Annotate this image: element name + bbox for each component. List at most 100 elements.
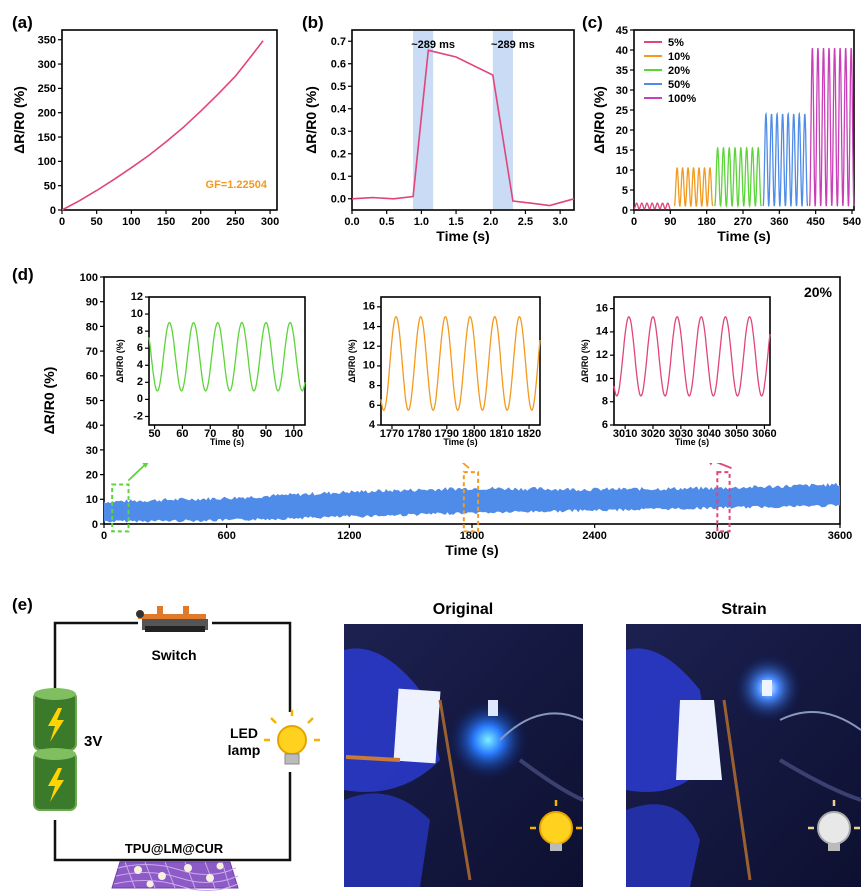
chart-d-xtick-label: 0 (101, 530, 107, 542)
chart-c-xtick-label: 270 (734, 216, 752, 228)
chart-b-xtick-label: 2.5 (518, 216, 533, 228)
chart-d-inset-3-ytick-label: 8 (602, 396, 608, 408)
chart-d-inset-2-xlabel: Time (s) (443, 437, 477, 447)
chart-c-xtick-label: 90 (664, 216, 676, 228)
chart-c-ytick-label: 10 (616, 165, 628, 177)
chart-d-inset-2-ytick-label: 14 (363, 320, 376, 332)
chart-a-xtick-label: 200 (192, 216, 210, 228)
chart-d-inset-3: 3010 3020 3030 3040 3050 3060 6 8 10 12 14 16 Time (… (574, 291, 777, 463)
chart-d-inset-2-xtick-label: 1780 (407, 428, 431, 440)
sensor-mesh-icon (111, 861, 239, 891)
chart-b-xtick-label: 3.0 (552, 216, 567, 228)
chart-d-inset-2-frame (380, 296, 541, 426)
chart-d-inset-1-xtick-label: 80 (232, 428, 244, 440)
chart-c-series-3 (762, 111, 809, 207)
chart-d-ytick-label: 20 (86, 469, 98, 481)
chart-d-inset-background (574, 291, 774, 463)
chart-a-xtick-label: 150 (157, 216, 175, 228)
chart-d-inset-1-xtick-label: 100 (285, 428, 303, 440)
panel-label-a: (a) (12, 13, 33, 32)
chart-c-ytick-label: 0 (622, 205, 628, 217)
chart-a-ytick-label: 100 (38, 156, 56, 168)
chart-b-ytick-label: 0.2 (331, 149, 346, 161)
chart-c-ytick-label: 35 (616, 65, 628, 77)
chart-d-inset-2-ytick-label: 4 (369, 419, 376, 431)
chart-c-legend-label: 20% (668, 65, 690, 77)
chart-d-inset-2-line (380, 315, 541, 411)
chart-b-frame (351, 29, 575, 211)
chart-c: 0 90 180 270 360 450 540 0 5 10 15 20 25 30 35 40 45 Time… (591, 25, 861, 244)
chart-d-ytick-label: 50 (86, 395, 98, 407)
chart-d-selection-box (716, 471, 731, 533)
chart-c-series-4 (808, 47, 855, 207)
chart-a-xtick-label: 250 (226, 216, 244, 228)
chart-d-inset-3-xtick-label: 3020 (641, 428, 665, 440)
chart-d-inset-3-xtick-label: 3030 (669, 428, 693, 440)
chart-a-ytick-label: 150 (38, 132, 56, 144)
led-label-line1: LED (230, 725, 258, 741)
chart-d-inset-2-ytick-label: 12 (363, 340, 375, 352)
chart-b-xtick-label: 1.5 (448, 216, 463, 228)
chart-c-ytick-label: 45 (616, 25, 628, 37)
chart-a-gf-annotation: GF=1.22504 (206, 179, 268, 191)
chart-b-ylabel: ΔR/R0 (%) (303, 86, 319, 154)
chart-d: 0 600 1200 1800 2400 3000 36000102030405060708… (41, 272, 852, 558)
chart-b-ytick-label: 0.3 (331, 126, 346, 138)
chart-d-xtick-label: 600 (217, 530, 235, 542)
battery-label: 3V (84, 733, 102, 750)
chart-a-ylabel: ΔR/R0 (%) (11, 86, 27, 154)
chart-d-inset-3-ytick-label: 12 (596, 349, 608, 361)
strain-photo (626, 624, 862, 887)
chart-c-xtick-label: 360 (770, 216, 788, 228)
chart-d-ytick-label: 100 (80, 272, 98, 284)
chart-d-inset-1-ytick-label: 8 (137, 325, 143, 337)
chart-a-xtick-label: 0 (59, 216, 65, 228)
chart-d-inset-1-ytick-label: -2 (133, 410, 143, 422)
chart-d-inset-2-ytick-label: 8 (369, 379, 375, 391)
chart-d-inset-background (341, 291, 544, 463)
chart-b: 0.0 0.5 1.0 1.5 2.0 2.5 3.0 0.0 0.1 0.2 0.3 0.4 0.5 0… (303, 29, 575, 244)
chart-d-ytick-label: 70 (86, 346, 98, 358)
chart-d-inset-2-xtick-label: 1790 (435, 428, 459, 440)
panel-label-c: (c) (582, 13, 603, 32)
sensor-label: TPU@LM@CUR (125, 841, 224, 856)
chart-d-xtick-label: 2400 (582, 530, 606, 542)
chart-d-ytick-label: 80 (86, 321, 98, 333)
chart-c-xlabel: Time (s) (717, 228, 770, 244)
chart-c-ytick-label: 5 (622, 185, 628, 197)
original-photo (344, 624, 584, 887)
chart-d-ytick-label: 40 (86, 420, 98, 432)
chart-a-xtick-label: 100 (122, 216, 140, 228)
chart-d-ytick-label: 10 (86, 494, 98, 506)
chart-c-legend-label: 10% (668, 51, 690, 63)
chart-d-inset-2-ytick-label: 16 (363, 301, 375, 313)
chart-c-ytick-label: 30 (616, 85, 628, 97)
chart-d-inset-2-xtick-label: 1800 (462, 428, 486, 440)
chart-d-inset-3-xtick-label: 3010 (613, 428, 637, 440)
chart-d-xtick-label: 1200 (337, 530, 361, 542)
chart-c-series-1 (673, 166, 714, 208)
chart-d-inset-3-line (613, 316, 771, 397)
chart-d-inset-1-ytick-label: 4 (137, 359, 144, 371)
chart-b-xtick-label: 0.5 (379, 216, 394, 228)
chart-d-inset-1-ytick-label: 0 (137, 393, 143, 405)
chart-d-inset-1-xlabel: Time (s) (210, 437, 244, 447)
chart-d-inset-2-ylabel: ΔR/R0 (%) (347, 339, 357, 382)
switch-label: Switch (151, 647, 196, 663)
chart-b-series-line (351, 49, 575, 207)
chart-d-inset-1-ylabel: ΔR/R0 (%) (115, 339, 125, 382)
chart-d-selection-box (111, 483, 130, 533)
chart-d-inset-3-xtick-label: 3040 (696, 428, 720, 440)
led-bulb-icon (264, 710, 320, 772)
chart-b-ytick-label: 0.7 (331, 36, 346, 48)
chart-d-inset-3-ytick-label: 10 (596, 372, 608, 384)
chart-a-ytick-label: 250 (38, 83, 56, 95)
chart-a: 0 50 100 150 200 250 300 0 50 100 150 200 250 300 350 Δ… (11, 29, 279, 228)
chart-c-legend-label: 5% (668, 37, 684, 49)
chart-d-xlabel: Time (s) (445, 542, 498, 558)
chart-b-xtick-label: 1.0 (414, 216, 429, 228)
chart-c-xtick-label: 180 (697, 216, 715, 228)
chart-a-ytick-label: 300 (38, 59, 56, 71)
chart-d-inset-2-ytick-label: 6 (369, 399, 375, 411)
